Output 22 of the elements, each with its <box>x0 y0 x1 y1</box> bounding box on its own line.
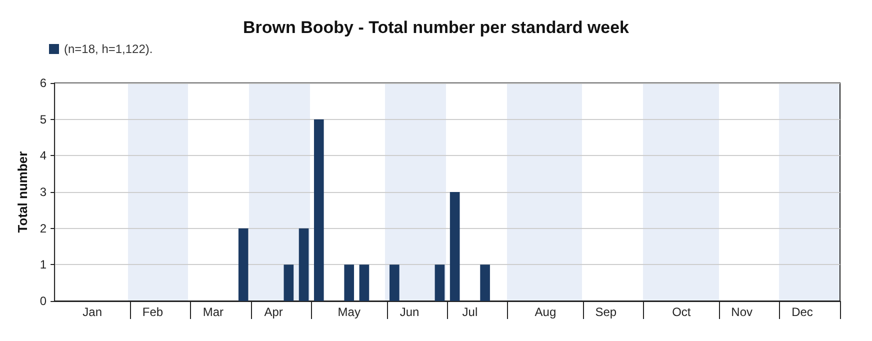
x-tick-label: May <box>338 305 360 319</box>
legend-label: (n=18, h=1,122). <box>64 42 153 56</box>
x-tick-label: Mar <box>202 305 224 319</box>
y-tick-label: 3 <box>40 185 47 199</box>
x-tick-label: Aug <box>534 305 556 319</box>
x-tick-label: Sep <box>595 305 617 319</box>
y-tick-label: 6 <box>40 76 47 90</box>
y-axis-title: Total number <box>15 151 30 233</box>
x-tick-label: Nov <box>731 305 752 319</box>
x-tick-label: Jul <box>462 305 478 319</box>
y-tick-label: 1 <box>40 258 47 272</box>
y-tick-label: 0 <box>40 294 47 308</box>
x-tick-label: Jan <box>82 305 102 319</box>
x-tick-label: Feb <box>142 305 164 319</box>
chart-title: Brown Booby - Total number per standard week <box>242 18 630 37</box>
y-tick-label: 4 <box>40 148 47 163</box>
x-tick-label: Dec <box>792 305 813 319</box>
y-tick-label: 2 <box>40 221 47 236</box>
x-tick-label: Apr <box>264 305 283 319</box>
x-tick-label: Oct <box>672 305 692 319</box>
y-tick-label: 5 <box>40 112 47 126</box>
x-tick-label: Jun <box>400 305 420 319</box>
